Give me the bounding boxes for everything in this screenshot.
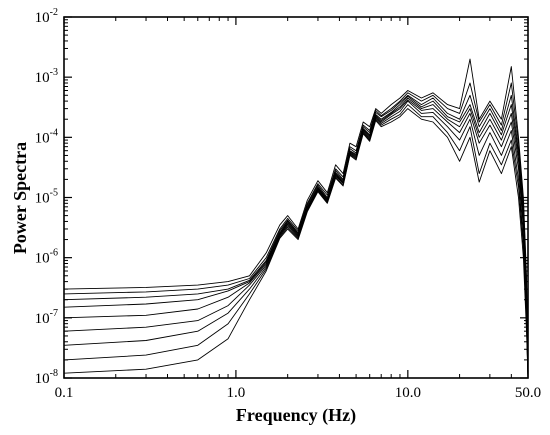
plot-frame — [63, 16, 529, 379]
x-axis-title: Frequency (Hz) — [236, 405, 356, 426]
spectrum-line-1 — [63, 58, 529, 374]
y-axis-title: Power Spectra — [10, 142, 30, 254]
y-tick-base: 10 — [35, 251, 50, 267]
ticks-group: 0.1 1.0 10.0 50.010-810-710-610-510-410-310… — [35, 7, 541, 401]
spectrum-line-3 — [63, 94, 529, 379]
y-tick-label: 10-7 — [35, 308, 58, 327]
spectrum-line-6 — [63, 99, 529, 379]
y-tick-base: 10 — [35, 70, 50, 86]
spectrum-line-7 — [63, 100, 529, 379]
y-tick-label: 10-5 — [35, 188, 58, 207]
series-group — [63, 58, 529, 379]
y-tick-exponent: -6 — [50, 248, 58, 259]
y-tick-base: 10 — [35, 191, 50, 207]
spectrum-line-9 — [63, 108, 529, 379]
y-tick-base: 10 — [35, 311, 50, 327]
y-tick-exponent: -3 — [50, 67, 58, 78]
x-tick-label: 0.1 — [55, 385, 74, 401]
y-tick-base: 10 — [35, 10, 50, 26]
y-tick-exponent: -5 — [50, 188, 58, 199]
x-tick-label: 10.0 — [395, 385, 421, 401]
y-tick-exponent: -4 — [50, 127, 58, 138]
y-tick-label: 10-6 — [35, 248, 58, 267]
y-tick-label: 10-3 — [35, 67, 58, 86]
y-tick-exponent: -2 — [50, 7, 58, 18]
y-tick-label: 10-4 — [35, 127, 58, 146]
y-tick-label: 10-8 — [35, 368, 58, 387]
spectrum-line-2 — [63, 82, 529, 376]
y-tick-exponent: -8 — [50, 368, 58, 379]
x-tick-label: 50.0 — [515, 385, 541, 401]
x-tick-label: 1.0 — [227, 385, 246, 401]
spectrum-line-8 — [63, 104, 529, 379]
y-tick-exponent: -7 — [50, 308, 58, 319]
y-tick-base: 10 — [35, 371, 50, 387]
y-tick-label: 10-2 — [35, 7, 58, 26]
y-tick-base: 10 — [35, 130, 50, 146]
